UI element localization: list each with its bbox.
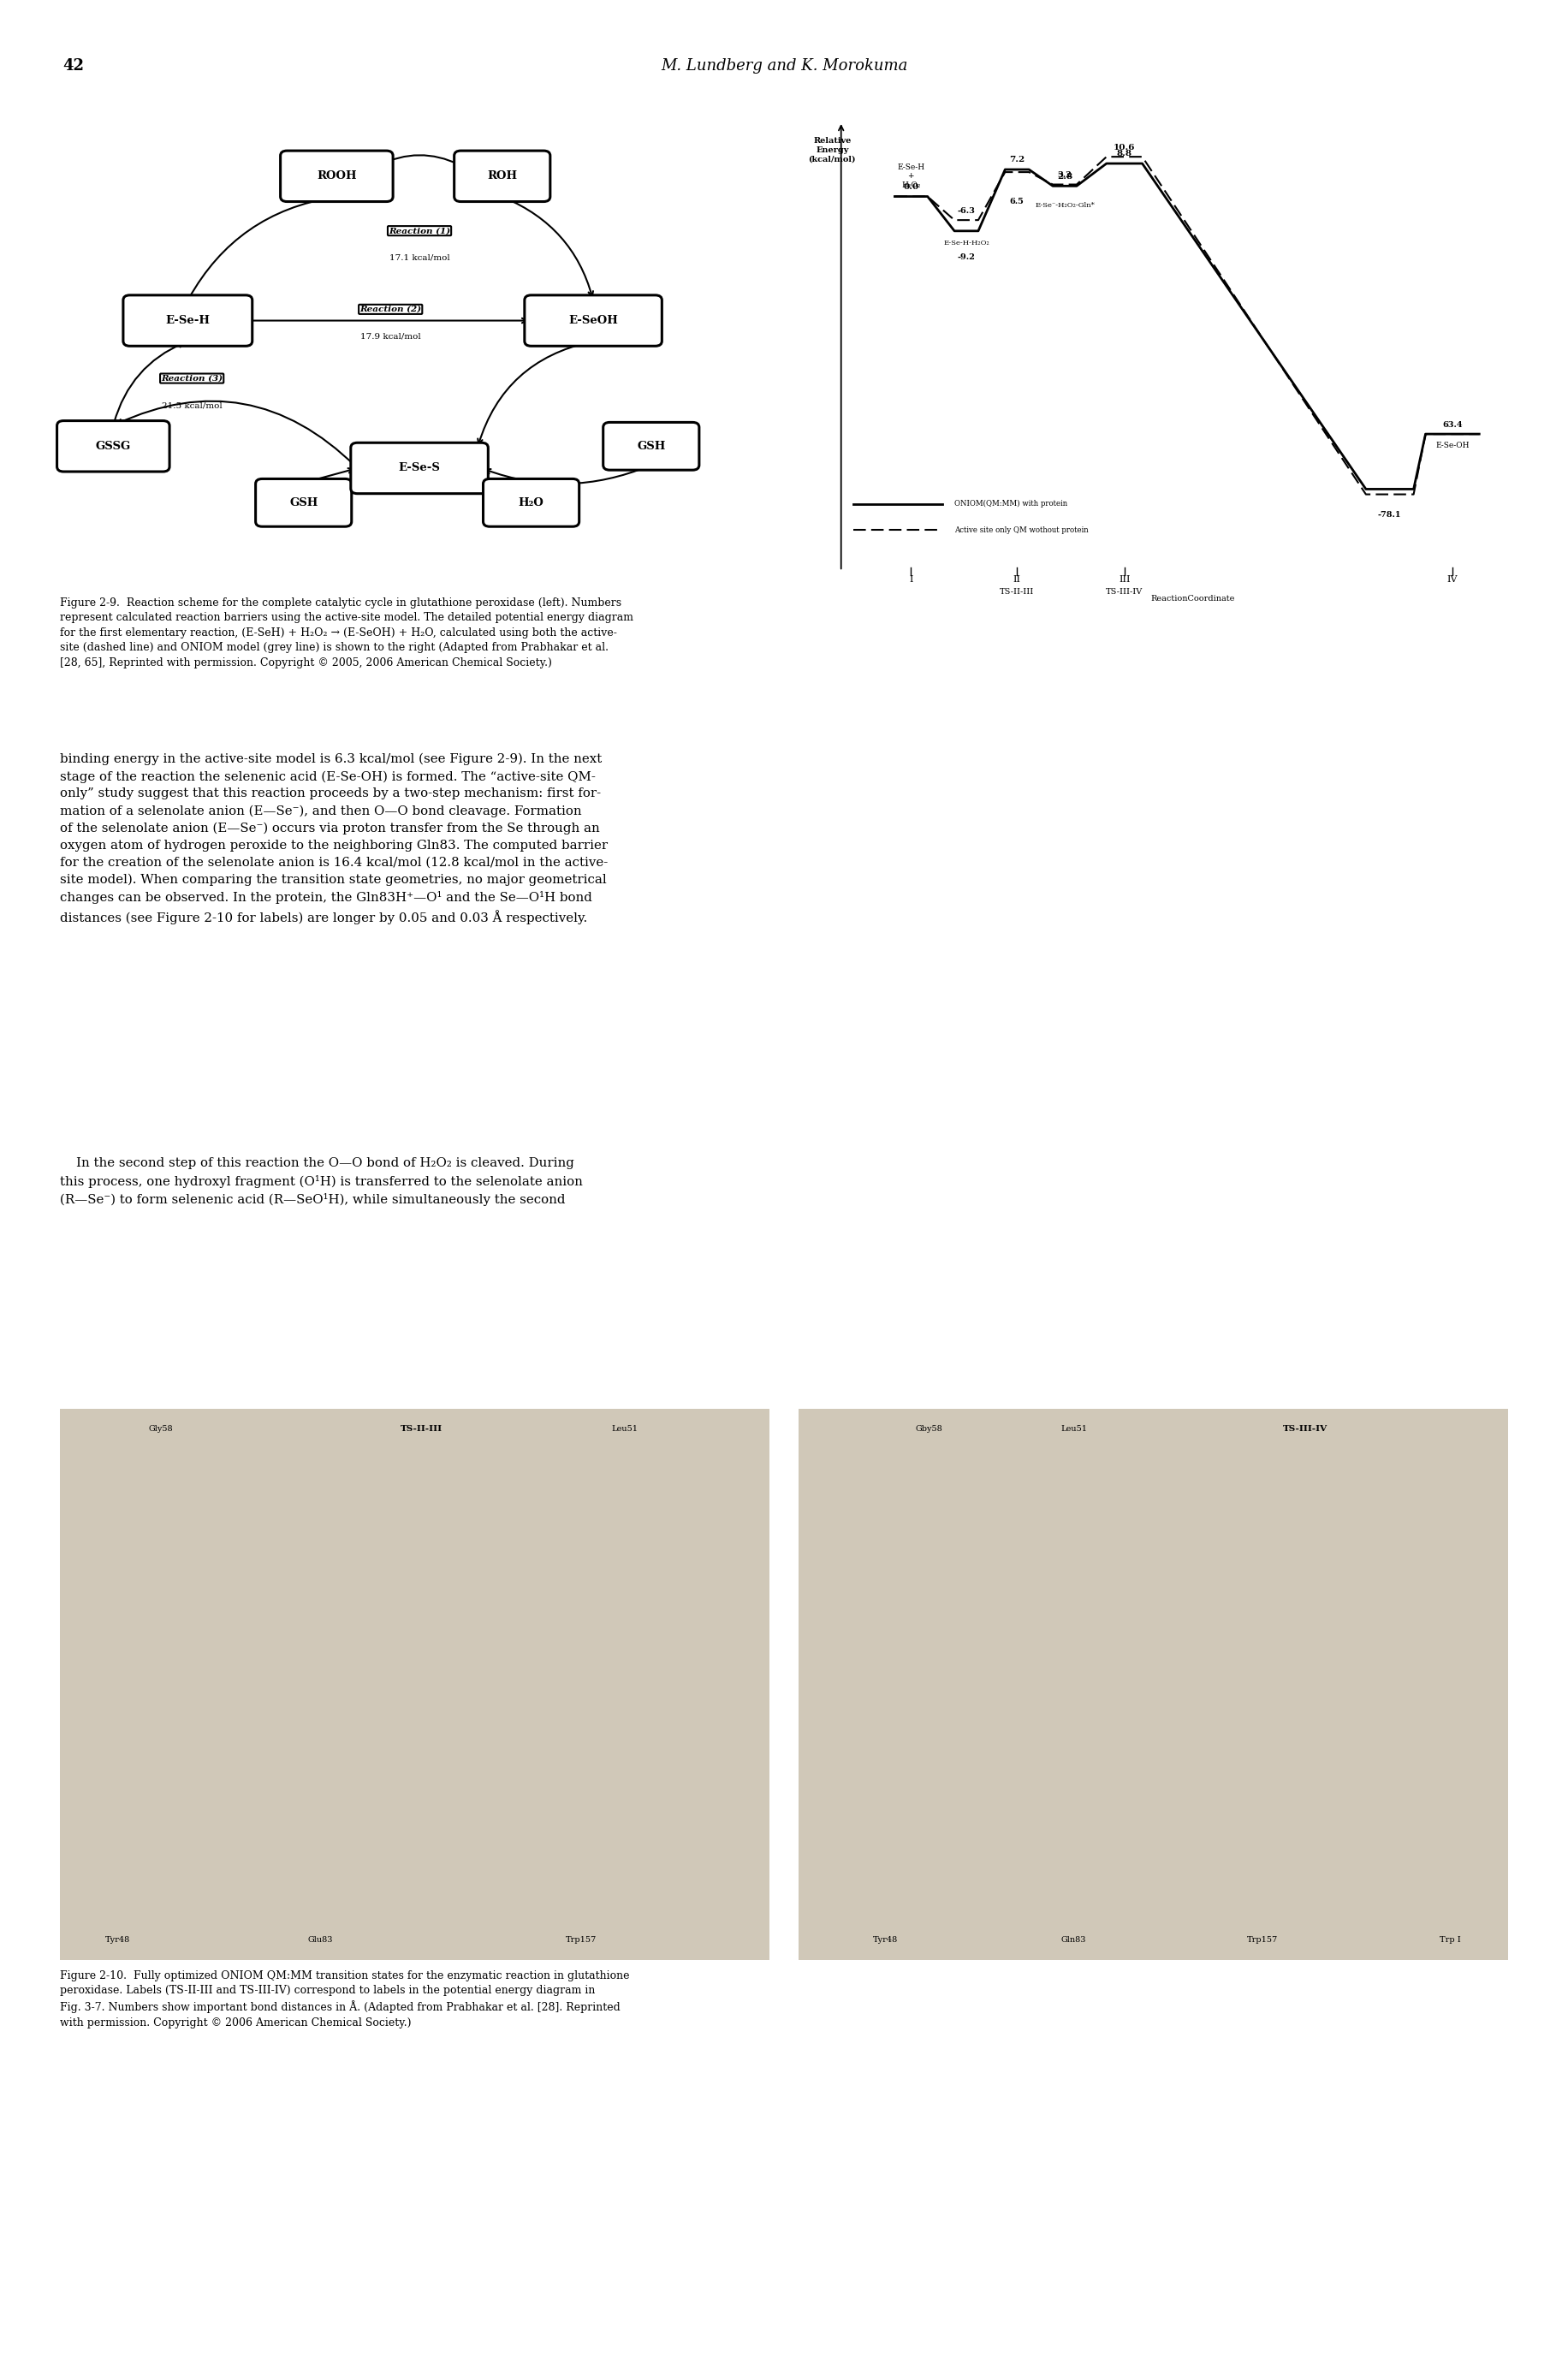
FancyBboxPatch shape — [525, 295, 662, 347]
Text: Leu51: Leu51 — [612, 1426, 638, 1433]
Text: 17.9 kcal/mol: 17.9 kcal/mol — [361, 333, 420, 340]
Text: 7.2: 7.2 — [1010, 157, 1025, 164]
Text: Relative
Energy
(kcal/mol): Relative Energy (kcal/mol) — [809, 135, 856, 164]
Text: 42: 42 — [63, 59, 85, 74]
Text: Glu83: Glu83 — [307, 1936, 332, 1944]
Text: E-Se-S: E-Se-S — [398, 463, 441, 473]
Bar — [798, 1409, 1508, 1960]
Text: E-Se-OH: E-Se-OH — [1435, 442, 1469, 449]
Text: Gln83: Gln83 — [1062, 1936, 1087, 1944]
Text: TS-II-III: TS-II-III — [401, 1426, 442, 1433]
Text: 10.6: 10.6 — [1113, 143, 1135, 152]
Text: Trp I: Trp I — [1439, 1936, 1461, 1944]
Text: -78.1: -78.1 — [1378, 511, 1402, 518]
Text: ReactionCoordinate: ReactionCoordinate — [1151, 594, 1236, 604]
Text: E-SeOH: E-SeOH — [569, 316, 618, 326]
Text: 21.5 kcal/mol: 21.5 kcal/mol — [162, 402, 223, 409]
FancyBboxPatch shape — [604, 423, 699, 470]
FancyBboxPatch shape — [124, 295, 252, 347]
Text: ROH: ROH — [488, 171, 517, 181]
Bar — [60, 1409, 770, 1960]
Text: Figure 2-9.  Reaction scheme for the complete catalytic cycle in glutathione per: Figure 2-9. Reaction scheme for the comp… — [60, 596, 633, 668]
Text: Leu51: Leu51 — [1060, 1426, 1087, 1433]
Text: Tyr48: Tyr48 — [873, 1936, 898, 1944]
Text: Reaction (1): Reaction (1) — [389, 228, 450, 235]
Text: GSH: GSH — [290, 497, 318, 508]
Text: -9.2: -9.2 — [958, 254, 975, 261]
Text: E-Se-H-H₂O₂: E-Se-H-H₂O₂ — [944, 240, 989, 247]
FancyBboxPatch shape — [455, 150, 550, 202]
Text: TS-II-III: TS-II-III — [1000, 587, 1035, 596]
Text: E-Se-H
+
H₂O₂: E-Se-H + H₂O₂ — [897, 164, 925, 190]
Text: binding energy in the active-site model is 6.3 kcal/mol (see Figure 2-9). In the: binding energy in the active-site model … — [60, 753, 607, 924]
Text: Trp157: Trp157 — [1247, 1936, 1278, 1944]
Text: Gby58: Gby58 — [916, 1426, 942, 1433]
Text: I: I — [909, 575, 913, 584]
Text: 63.4: 63.4 — [1443, 421, 1463, 428]
FancyBboxPatch shape — [483, 480, 579, 527]
FancyBboxPatch shape — [256, 480, 351, 527]
Text: Reaction (2): Reaction (2) — [359, 307, 422, 314]
Text: 17.1 kcal/mol: 17.1 kcal/mol — [389, 254, 450, 261]
Text: GSH: GSH — [637, 440, 665, 451]
Text: E-Se⁻-H₂O₂-Gln*: E-Se⁻-H₂O₂-Gln* — [1035, 202, 1094, 209]
Text: Gly58: Gly58 — [149, 1426, 172, 1433]
Text: 6.5: 6.5 — [1010, 197, 1024, 207]
Text: Reaction (3): Reaction (3) — [162, 375, 223, 383]
Text: 2.8: 2.8 — [1057, 173, 1073, 181]
Text: Trp157: Trp157 — [566, 1936, 597, 1944]
Text: H₂O: H₂O — [519, 497, 544, 508]
Text: Active site only QM wothout protein: Active site only QM wothout protein — [955, 525, 1088, 535]
Text: In the second step of this reaction the O—O bond of H₂O₂ is cleaved. During
this: In the second step of this reaction the … — [60, 1157, 582, 1207]
FancyBboxPatch shape — [281, 150, 394, 202]
Text: -6.3: -6.3 — [958, 207, 975, 214]
FancyBboxPatch shape — [56, 421, 169, 470]
Text: TS-III-IV: TS-III-IV — [1105, 587, 1143, 596]
Text: 8.8: 8.8 — [1116, 150, 1132, 157]
Text: M. Lundberg and K. Morokuma: M. Lundberg and K. Morokuma — [660, 59, 908, 74]
FancyBboxPatch shape — [351, 442, 488, 494]
Text: ONIOM(QM:MM) with protein: ONIOM(QM:MM) with protein — [955, 499, 1068, 508]
Text: 3.2: 3.2 — [1057, 171, 1073, 178]
Text: TS-III-IV: TS-III-IV — [1283, 1426, 1328, 1433]
Text: II: II — [1013, 575, 1021, 584]
Text: Figure 2-10.  Fully optimized ONIOM QM:MM transition states for the enzymatic re: Figure 2-10. Fully optimized ONIOM QM:MM… — [60, 1970, 629, 2029]
Text: E-Se-H: E-Se-H — [166, 316, 210, 326]
Text: 0.0: 0.0 — [903, 183, 919, 190]
Text: GSSG: GSSG — [96, 440, 130, 451]
Text: ROOH: ROOH — [317, 171, 356, 181]
Text: IV: IV — [1447, 575, 1458, 584]
Text: III: III — [1118, 575, 1131, 584]
Text: Tyr48: Tyr48 — [105, 1936, 130, 1944]
